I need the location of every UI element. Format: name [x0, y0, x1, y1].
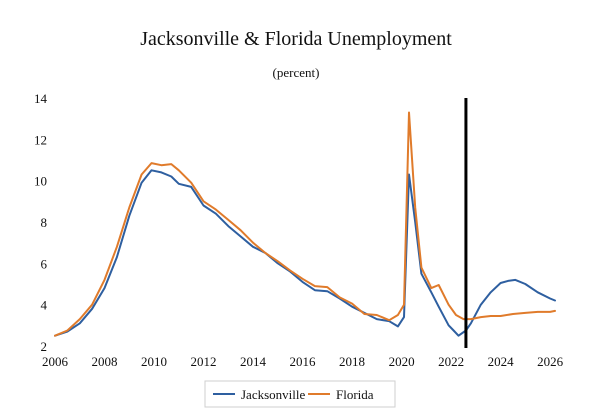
y-tick-label: 4	[41, 298, 48, 313]
x-tick-label: 2014	[240, 354, 267, 369]
y-tick-label: 12	[34, 132, 47, 147]
y-tick-label: 6	[41, 256, 48, 271]
legend-box	[204, 380, 396, 408]
x-tick-label: 2026	[537, 354, 564, 369]
legend-label-jacksonville: Jacksonville	[241, 387, 305, 402]
x-tick-label: 2022	[438, 354, 464, 369]
y-axis: 2 4 6 8 10 12 14	[34, 91, 48, 354]
x-tick-label: 2008	[92, 354, 118, 369]
chart-title: Jacksonville & Florida Unemployment	[140, 28, 452, 50]
x-tick-label: 2010	[141, 354, 167, 369]
legend-label-florida: Florida	[336, 387, 374, 402]
series-line-jacksonville	[54, 169, 556, 337]
x-tick-label: 2020	[389, 354, 415, 369]
chart-subtitle: (percent)	[273, 65, 320, 80]
plot-area	[54, 111, 556, 337]
legend: Jacksonville Florida	[204, 380, 396, 408]
x-tick-label: 2018	[339, 354, 365, 369]
y-tick-label: 8	[41, 215, 48, 230]
x-axis: 2006 2008 2010 2012 2014 2016 2018 2020 2022 2024…	[42, 354, 564, 369]
y-tick-label: 2	[41, 339, 48, 354]
y-tick-label: 10	[34, 174, 47, 189]
x-tick-label: 2016	[290, 354, 317, 369]
x-tick-label: 2024	[488, 354, 515, 369]
series-line-florida	[54, 111, 556, 337]
x-tick-label: 2006	[42, 354, 69, 369]
y-tick-label: 14	[34, 91, 48, 106]
x-tick-label: 2012	[191, 354, 217, 369]
